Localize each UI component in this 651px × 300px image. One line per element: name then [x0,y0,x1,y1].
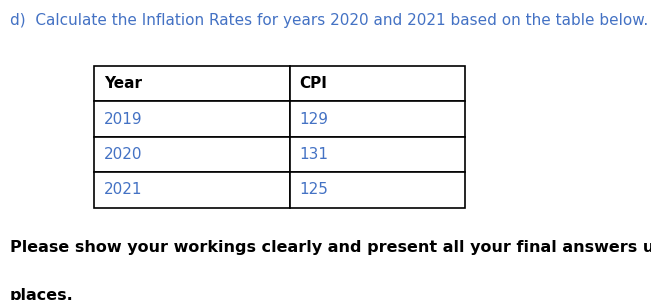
Text: 2020: 2020 [104,147,143,162]
Text: 2019: 2019 [104,112,143,127]
Bar [94,101,290,137]
Text: Year: Year [104,76,142,91]
Text: CPI: CPI [299,76,327,91]
Text: d)  Calculate the Inflation Rates for years 2020 and 2021 based on the table bel: d) Calculate the Inflation Rates for yea… [10,14,648,28]
Text: Please show your workings clearly and present all your final answers up to 2 dec: Please show your workings clearly and pr… [10,240,651,255]
Text: 125: 125 [299,182,328,197]
Bar [94,137,290,172]
Text: 131: 131 [299,147,329,162]
Bar [290,172,465,208]
Bar [94,66,290,101]
Text: 2021: 2021 [104,182,143,197]
Text: places.: places. [10,288,74,300]
Bar [290,66,465,101]
Text: 129: 129 [299,112,329,127]
Bar [94,172,290,208]
Bar [290,137,465,172]
Bar [290,101,465,137]
